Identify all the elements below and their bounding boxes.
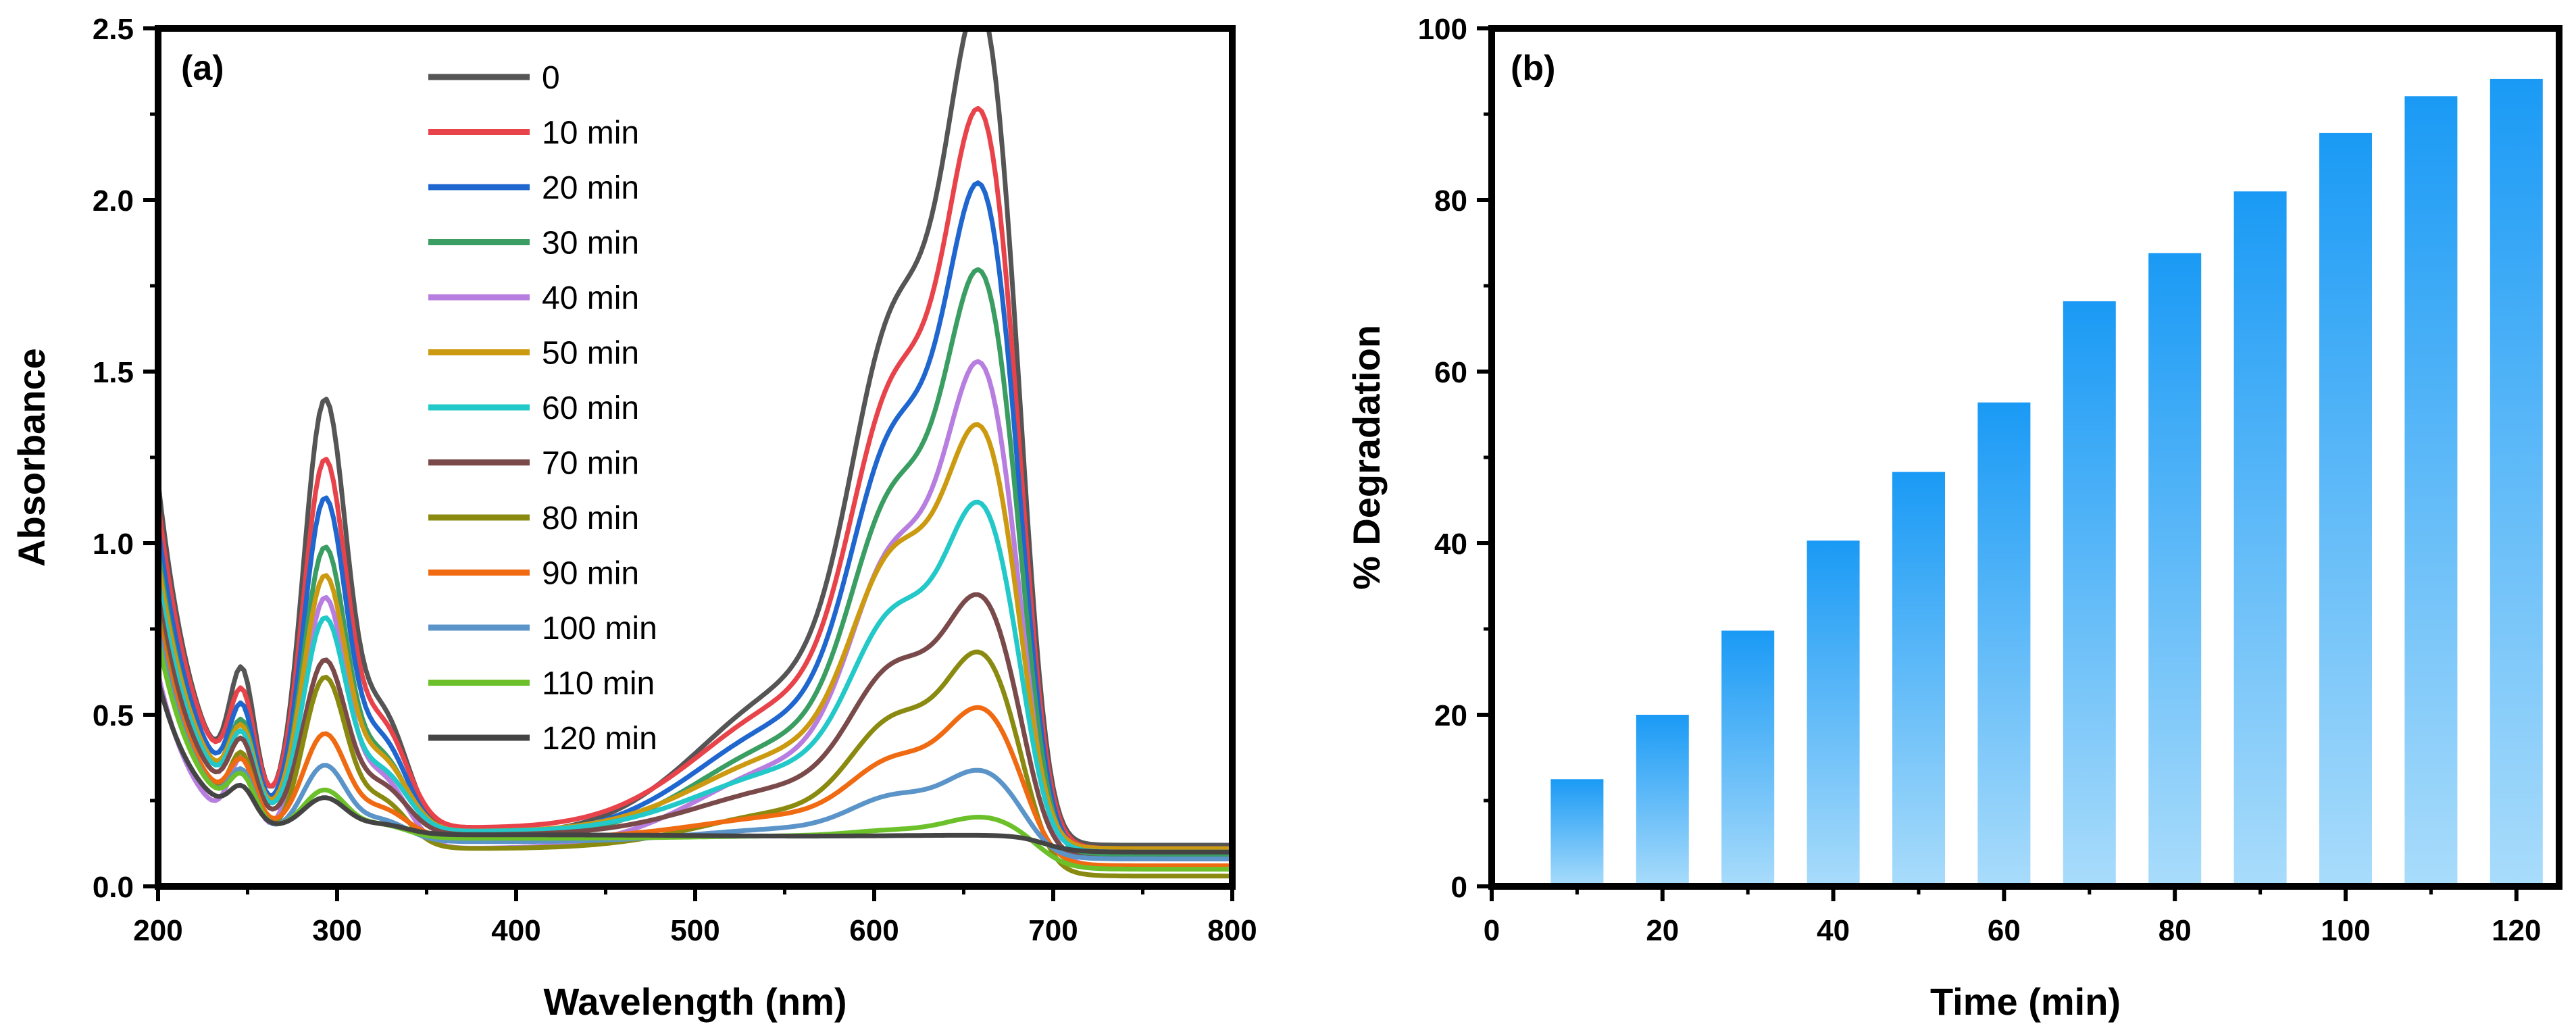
degradation-x-tick-label-0: 0 [1484,914,1500,947]
spectra-x-tick-label-5: 700 [1028,914,1078,947]
legend-label-0: 0 [542,60,560,96]
spectra-y-tick-label-0: 0.0 [93,871,134,904]
spectra-x-tick-label-3: 500 [670,914,719,947]
spectrum-line-7 [158,592,1232,861]
degradation-y-tick-label-2: 40 [1434,528,1467,561]
degradation-y-tick-label-5: 100 [1418,13,1467,46]
spectra-x-tick-label-6: 800 [1207,914,1257,947]
spectra-x-axis-title: Wavelength (nm) [543,980,847,1023]
legend-label-2: 20 min [542,170,639,206]
degradation-x-tick-label-3: 60 [1988,914,2021,947]
legend-label-11: 110 min [542,666,655,702]
degradation-x-tick-label-5: 100 [2321,914,2370,947]
legend-label-5: 50 min [542,336,639,372]
degradation-bar-11 [2490,78,2543,886]
spectra-lines [158,28,1232,879]
degradation-x-tick-label-4: 80 [2158,914,2192,947]
spectrum-line-6 [158,499,1232,855]
degradation-bar-2 [1721,630,1775,886]
degradation-bar-8 [2233,191,2287,886]
spectra-x-tick-label-4: 600 [849,914,899,947]
spectra-x-tick-label-1: 300 [312,914,361,947]
spectra-y-tick-label-1: 0.5 [93,699,134,732]
degradation-bar-9 [2319,132,2372,886]
degradation-y-tick-label-4: 80 [1434,184,1467,218]
spectra-ticks: 200 300 400 500 600 700 800 0.0 0.5 1.0 1.5 2.0 2.5 [93,13,1257,947]
degradation-ticks: 0 20 40 60 80 100 120 0 20 40 60 80 100 [1418,13,2542,947]
spectrum-line-5 [158,422,1232,851]
legend-label-7: 70 min [542,446,639,482]
degradation-x-axis-title: Time (min) [1930,980,2121,1023]
legend-label-6: 60 min [542,390,639,426]
spectra-y-axis-title: Absorbance [10,348,53,567]
degradation-panel-label: (b) [1511,49,1555,88]
legend-label-10: 100 min [542,611,657,647]
spectrum-line-12 [158,680,1232,855]
legend-label-1: 10 min [542,116,639,151]
legend-label-4: 40 min [542,280,639,316]
degradation-x-tick-label-2: 40 [1817,914,1850,947]
degradation-panel: 0 20 40 60 80 100 120 0 20 40 60 80 100 (b) Time (mi… [1345,13,2562,1023]
degradation-x-tick-label-1: 20 [1646,914,1679,947]
legend-label-9: 90 min [542,556,639,592]
degradation-bars [1550,78,2543,887]
degradation-bar-0 [1550,779,1604,887]
degradation-bar-6 [2063,301,2116,886]
degradation-bar-3 [1807,540,1860,886]
degradation-bar-7 [2148,253,2202,886]
spectra-y-tick-label-5: 2.5 [93,13,134,46]
spectra-legend: 0 10 min 20 min 30 min 40 min 50 min 60 min 70 … [428,60,657,757]
degradation-y-tick-label-0: 0 [1451,871,1467,904]
spectra-panel: 200 300 400 500 600 700 8000.00.51.01.52.02.5 … [10,13,1257,1023]
spectra-y-tick-label-3: 1.5 [93,356,134,389]
degradation-bar-1 [1636,715,1689,886]
spectrum-line-0 [158,28,1232,848]
spectra-y-tick-label-4: 2.0 [93,184,134,218]
degradation-y-tick-label-1: 20 [1434,699,1467,732]
legend-label-3: 30 min [542,226,639,261]
degradation-y-tick-label-3: 60 [1434,356,1467,389]
degradation-bar-5 [1977,402,2031,886]
spectra-x-tick-label-0: 200 [133,914,182,947]
degradation-bar-4 [1892,472,1945,886]
degradation-y-axis-title: % Degradation [1345,325,1388,590]
spectra-y-tick-label-2: 1.0 [93,528,134,561]
spectra-panel-label: (a) [181,49,224,88]
degradation-x-tick-label-6: 120 [2492,914,2541,947]
degradation-bar-10 [2404,96,2458,886]
legend-label-12: 120 min [542,721,657,757]
spectra-x-tick-label-2: 400 [491,914,540,947]
legend-label-8: 80 min [542,501,639,536]
